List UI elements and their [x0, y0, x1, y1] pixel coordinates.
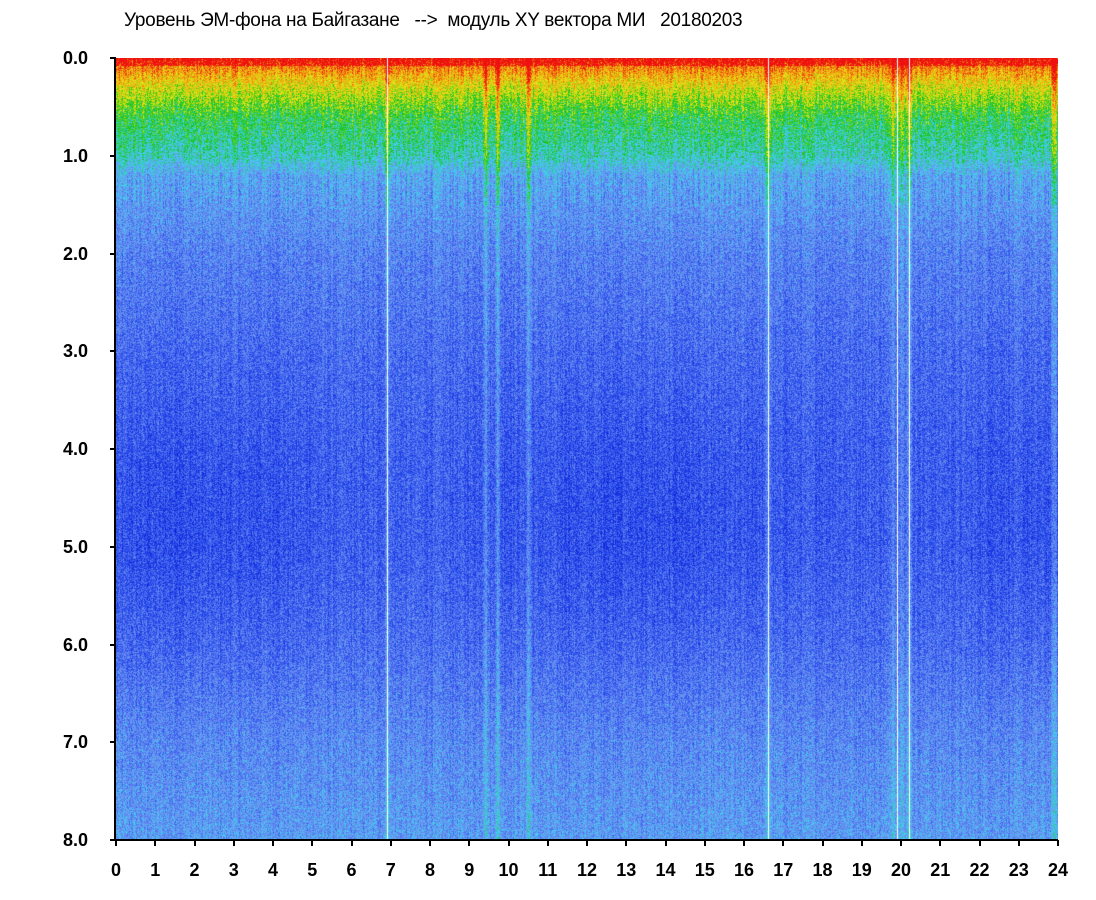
- x-tick-mark: [703, 840, 706, 846]
- x-tick-label: 19: [851, 860, 872, 880]
- x-tick-label: 15: [694, 860, 715, 880]
- x-tick-label: 2: [189, 860, 200, 880]
- x-tick-mark: [389, 840, 392, 846]
- x-tick-mark: [782, 840, 785, 846]
- y-tick-label: 3.0: [62, 341, 88, 362]
- x-tick-mark: [115, 840, 117, 846]
- x-tick-label: 21: [930, 860, 951, 880]
- y-tick-label: 0.0: [62, 48, 88, 68]
- y-tick-mark: [110, 252, 116, 255]
- x-tick-mark: [350, 840, 353, 846]
- x-tick-label: 20: [890, 860, 912, 880]
- x-tick-label: 3: [228, 860, 239, 880]
- chart-title: Уровень ЭМ-фона на Байгазане --> модуль …: [124, 10, 743, 31]
- x-tick-label: 0: [110, 860, 121, 880]
- y-tick-mark: [110, 741, 116, 744]
- y-tick-label: 6.0: [62, 634, 88, 655]
- spectrogram-plot-area: [116, 58, 1058, 840]
- x-tick-mark: [468, 840, 471, 846]
- x-tick-mark: [546, 840, 549, 846]
- x-tick-mark: [311, 840, 314, 846]
- x-tick-label: 13: [616, 860, 637, 880]
- y-tick-mark: [110, 643, 116, 646]
- y-tick-mark: [110, 154, 116, 157]
- x-tick-label: 5: [307, 860, 318, 880]
- x-tick-label: 22: [969, 860, 990, 880]
- x-tick-label: 11: [538, 860, 558, 880]
- y-tick-mark: [110, 57, 116, 59]
- x-tick-label: 1: [150, 860, 161, 880]
- y-tick-label: 1.0: [62, 145, 88, 166]
- x-tick-label: 9: [464, 860, 475, 880]
- x-tick-label: 12: [576, 860, 598, 880]
- x-tick-mark: [860, 840, 863, 846]
- x-tick-mark: [743, 840, 745, 846]
- x-tick-label: 6: [346, 860, 357, 880]
- y-tick-label: 7.0: [62, 732, 88, 753]
- x-tick-label: 4: [267, 860, 278, 880]
- y-tick-label: 2.0: [62, 243, 88, 264]
- x-tick-label: 18: [812, 860, 833, 880]
- y-tick-mark: [110, 448, 116, 450]
- x-tick-mark: [429, 840, 431, 846]
- x-tick-label: 8: [424, 860, 435, 880]
- x-tick-mark: [664, 840, 667, 846]
- x-tick-mark: [821, 840, 824, 846]
- x-tick-mark: [232, 840, 235, 846]
- x-tick-label: 7: [385, 860, 396, 880]
- y-tick-label: 8.0: [62, 830, 88, 850]
- x-tick-label: 17: [773, 860, 794, 880]
- x-tick-mark: [1057, 840, 1059, 846]
- x-tick-mark: [900, 840, 902, 846]
- x-tick-label: 16: [733, 860, 755, 880]
- x-tick-mark: [1017, 840, 1020, 846]
- spectrogram-heatmap: [116, 58, 1058, 840]
- y-tick-label: 5.0: [62, 536, 88, 557]
- x-tick-label: 23: [1008, 860, 1029, 880]
- x-tick-mark: [193, 840, 196, 846]
- x-tick-mark: [939, 840, 942, 846]
- x-tick-mark: [507, 840, 510, 846]
- x-tick-mark: [272, 840, 274, 846]
- x-tick-mark: [586, 840, 588, 846]
- y-tick-mark: [110, 839, 116, 841]
- x-tick-label: 24: [1047, 860, 1069, 880]
- x-tick-label: 14: [655, 860, 676, 880]
- x-tick-mark: [625, 840, 628, 846]
- y-tick-mark: [110, 545, 116, 548]
- y-tick-label: 4.0: [62, 439, 88, 459]
- y-tick-mark: [110, 350, 116, 353]
- x-tick-mark: [154, 840, 157, 846]
- x-tick-label: 10: [498, 860, 519, 880]
- x-tick-mark: [978, 840, 981, 846]
